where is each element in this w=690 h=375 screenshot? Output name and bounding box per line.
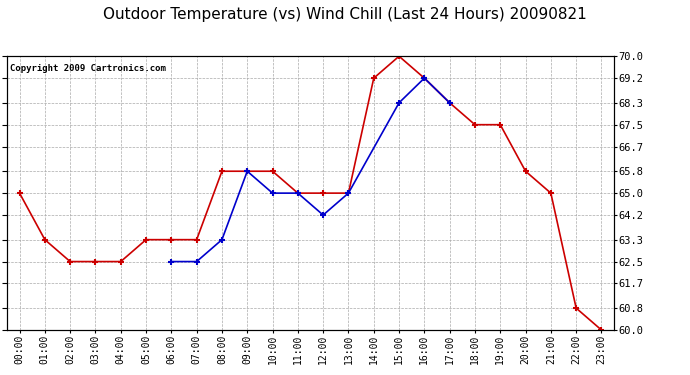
Text: Outdoor Temperature (vs) Wind Chill (Last 24 Hours) 20090821: Outdoor Temperature (vs) Wind Chill (Las… xyxy=(103,8,587,22)
Text: Copyright 2009 Cartronics.com: Copyright 2009 Cartronics.com xyxy=(10,64,166,74)
